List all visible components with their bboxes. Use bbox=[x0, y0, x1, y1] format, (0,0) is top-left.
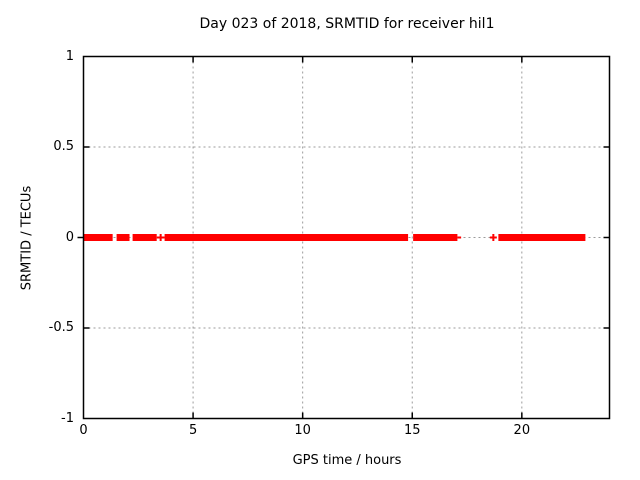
y-tick-label: 0.5 bbox=[53, 139, 74, 154]
x-tick-label: 0 bbox=[79, 423, 88, 438]
data-segment bbox=[116, 234, 130, 241]
x-tick-label: 20 bbox=[513, 423, 531, 438]
x-tick-label: 10 bbox=[294, 423, 311, 438]
data-segment bbox=[132, 234, 157, 241]
chart-title: Day 023 of 2018, SRMTID for receiver hil… bbox=[199, 16, 495, 32]
y-tick-label: 0 bbox=[65, 229, 74, 245]
data-segment bbox=[83, 234, 113, 241]
plot-border bbox=[82, 55, 611, 420]
x-axis-label: GPS time / hours bbox=[292, 453, 402, 468]
x-tick-label: 15 bbox=[403, 423, 421, 438]
data-segment bbox=[498, 234, 586, 241]
y-tick-label: -1 bbox=[61, 410, 74, 426]
data-segment bbox=[164, 234, 409, 241]
x-tick-label: 5 bbox=[188, 423, 198, 438]
data-segment bbox=[413, 234, 458, 241]
y-tick-label: -0.5 bbox=[48, 320, 74, 335]
data-segment bbox=[457, 236, 462, 239]
y-tick-label: 1 bbox=[65, 48, 74, 64]
